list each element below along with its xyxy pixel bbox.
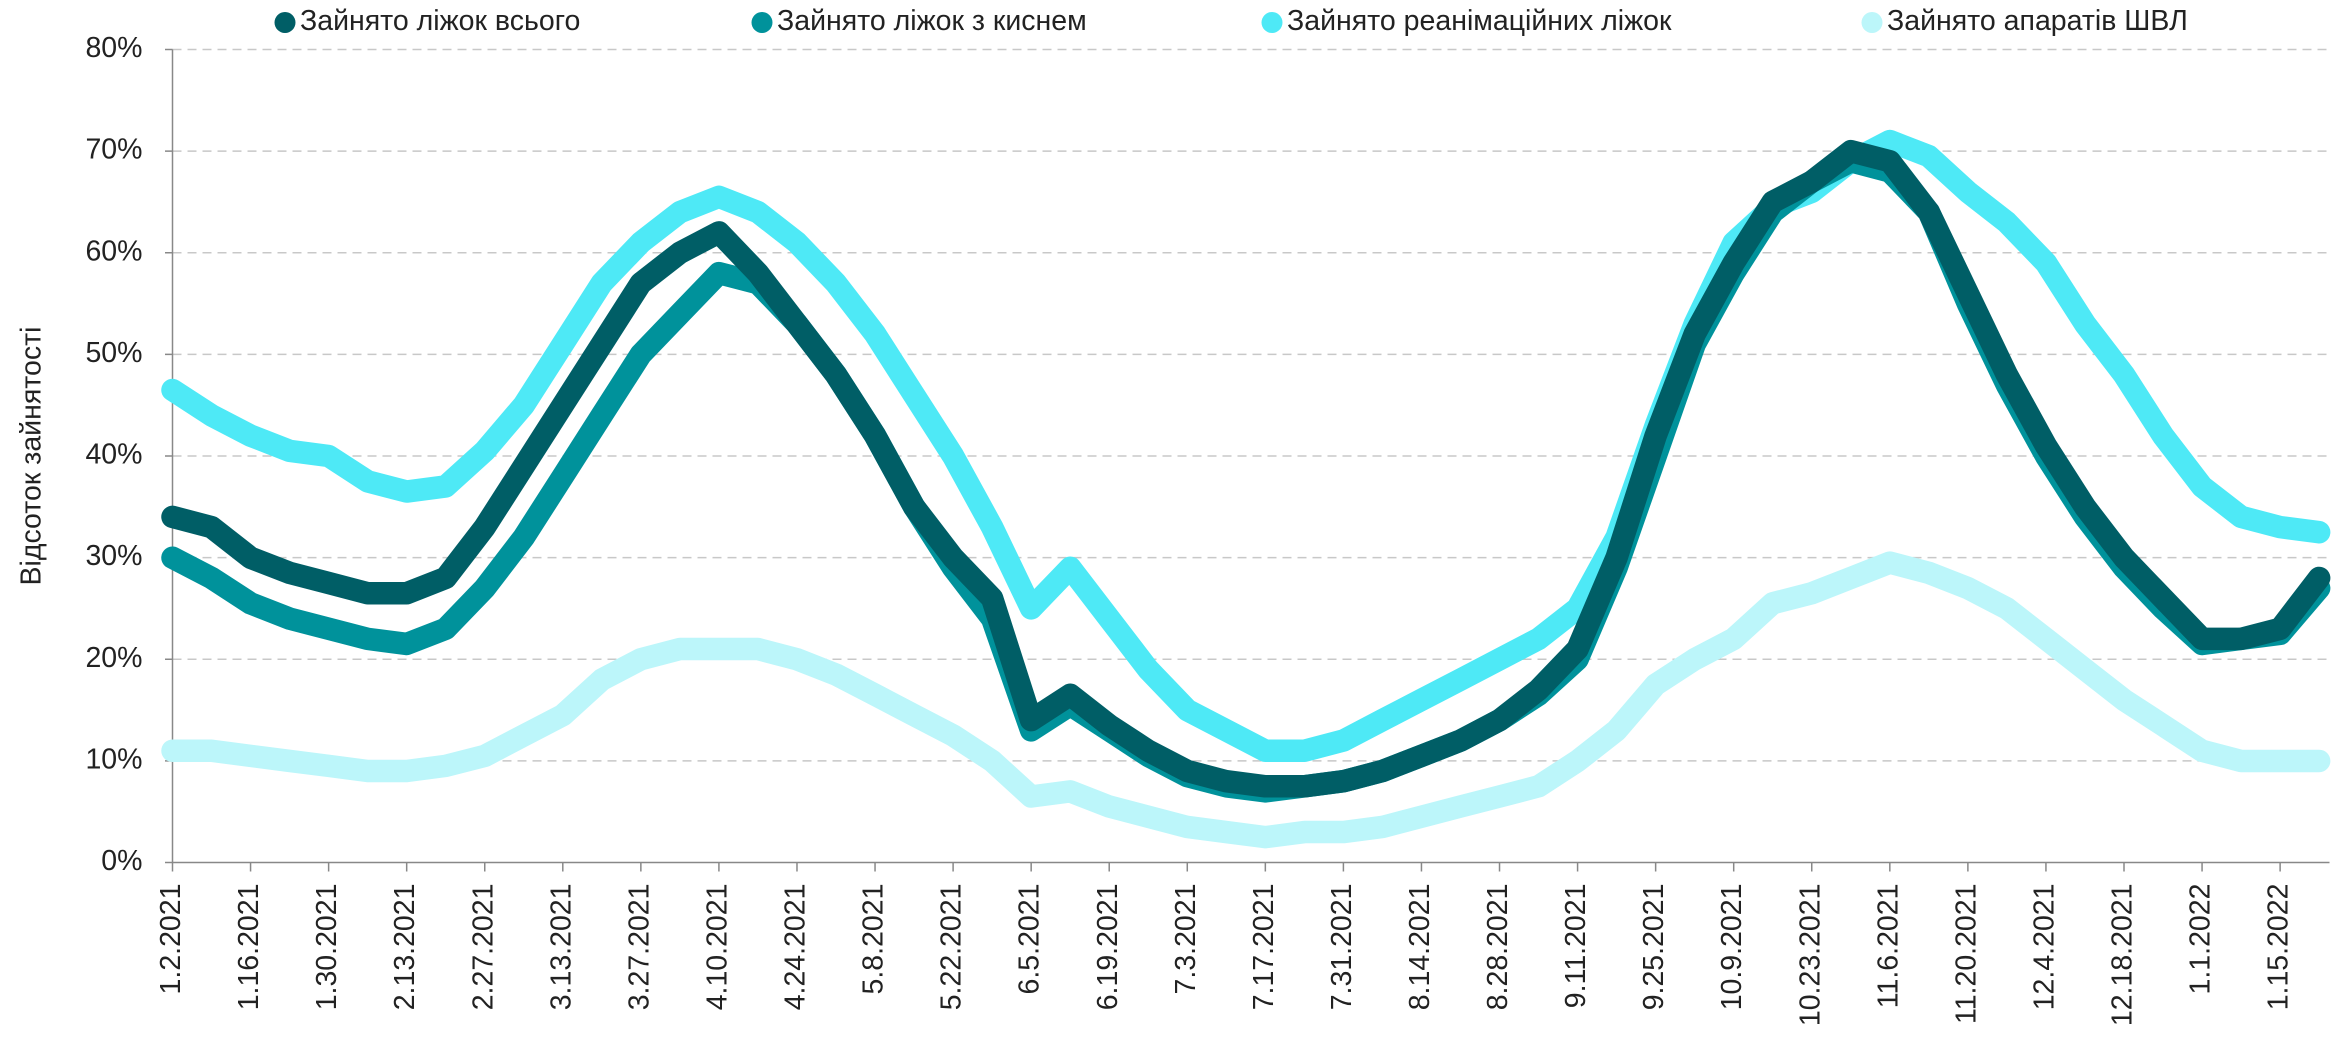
x-tick-label: 4.24.2021: [780, 884, 812, 1011]
legend-label: Зайнято ліжок з киснем: [777, 5, 1087, 37]
legend-label: Зайнято реанімаційних ліжок: [1287, 5, 1672, 37]
x-tick-label: 1.2.2021: [155, 884, 187, 995]
x-tick-label: 6.19.2021: [1092, 884, 1124, 1011]
x-tick-label: 3.13.2021: [545, 884, 577, 1011]
legend-marker: [751, 12, 773, 33]
x-tick-label: 4.10.2021: [701, 884, 733, 1011]
y-tick-label: 40%: [85, 439, 142, 471]
y-tick-label: 60%: [85, 235, 142, 267]
x-tick-label: 3.27.2021: [623, 884, 655, 1011]
x-tick-label: 2.27.2021: [467, 884, 499, 1011]
x-tick-label: 12.18.2021: [2107, 884, 2139, 1027]
x-tick-label: 1.1.2022: [2185, 884, 2217, 995]
x-tick-label: 8.14.2021: [1404, 884, 1436, 1011]
series-line: [161, 129, 2331, 762]
y-tick-label: 70%: [85, 134, 142, 166]
y-tick-label: 20%: [85, 642, 142, 674]
x-tick-label: 7.17.2021: [1248, 884, 1280, 1011]
y-tick-label: 80%: [85, 32, 142, 64]
y-tick-label: 30%: [85, 540, 142, 572]
x-tick-label: 10.9.2021: [1716, 884, 1748, 1011]
x-tick-label: 1.15.2022: [2263, 884, 2295, 1011]
x-tick-label: 6.5.2021: [1014, 883, 1046, 994]
x-tick-label: 8.28.2021: [1482, 883, 1514, 1010]
x-tick-label: 9.11.2021: [1560, 884, 1592, 1009]
legend-label: Зайнято ліжок всього: [300, 5, 580, 37]
y-tick-label: 50%: [85, 337, 142, 369]
x-tick-label: 5.22.2021: [936, 884, 968, 1011]
x-tick-label: 7.31.2021: [1326, 884, 1358, 1011]
series-line: [161, 551, 2331, 849]
y-axis-label: Відсоток зайнятості: [16, 327, 48, 586]
x-tick-label: 1.30.2021: [311, 884, 343, 1011]
x-tick-label: 11.6.2021: [1872, 883, 1904, 1008]
x-tick-label: 10.23.2021: [1794, 883, 1826, 1026]
y-tick-label: 0%: [101, 845, 142, 877]
x-tick-label: 5.8.2021: [858, 884, 890, 995]
series-line: [161, 139, 2331, 798]
x-tick-label: 12.4.2021: [2028, 884, 2060, 1011]
y-tick-label: 10%: [85, 743, 142, 775]
series-line: [161, 150, 2331, 803]
legend-marker: [1861, 12, 1883, 33]
legend-marker: [274, 12, 296, 33]
x-tick-label: 7.3.2021: [1170, 884, 1202, 995]
legend-label: Зайнято апаратів ШВЛ: [1887, 5, 2188, 37]
x-tick-label: 9.25.2021: [1638, 884, 1670, 1011]
x-tick-label: 2.13.2021: [389, 884, 421, 1011]
x-tick-label: 11.20.2021: [1950, 883, 1982, 1024]
x-tick-label: 1.16.2021: [233, 884, 265, 1011]
legend-marker: [1261, 12, 1283, 33]
